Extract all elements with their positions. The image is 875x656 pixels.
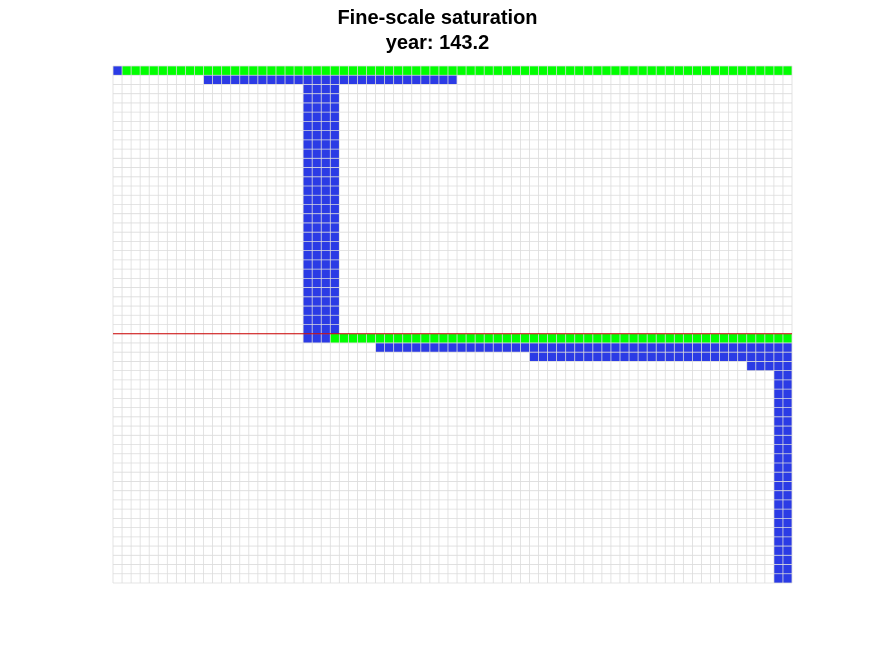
saturated-region bbox=[113, 66, 123, 76]
chart-title: Fine-scale saturation bbox=[337, 7, 538, 29]
saturated-region bbox=[746, 361, 792, 371]
chart-subtitle: year: 143.2 bbox=[385, 32, 490, 54]
top-layer-region bbox=[330, 333, 792, 343]
chart-title-block: Fine-scale saturation year: 143.2 bbox=[0, 6, 875, 56]
saturated-region bbox=[529, 352, 792, 362]
